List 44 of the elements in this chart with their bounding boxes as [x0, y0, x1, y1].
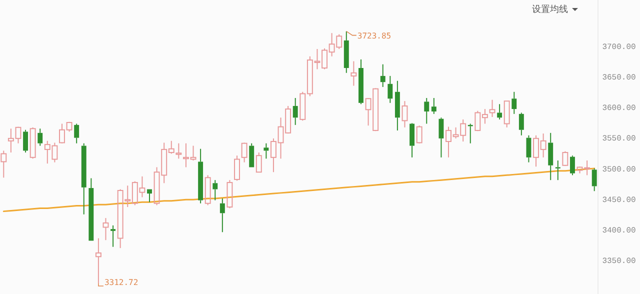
candlestick	[497, 104, 502, 120]
candlestick	[264, 142, 269, 160]
candlestick	[410, 124, 415, 158]
y-tick-label: 3350.00	[602, 257, 636, 266]
annotation: 3312.72	[104, 278, 138, 287]
candlestick	[344, 30, 349, 74]
y-tick-label: 3400.00	[602, 226, 636, 236]
candlestick	[95, 238, 102, 284]
candlestick	[81, 142, 86, 215]
candlestick	[380, 64, 386, 88]
y-tick-label: 3650.00	[602, 73, 636, 82]
candlestick	[424, 98, 430, 124]
candlestick	[88, 178, 94, 241]
candlestick	[102, 218, 109, 241]
candlestick	[198, 148, 204, 204]
candlestick	[555, 160, 560, 181]
candlestick	[241, 142, 248, 163]
candlestick	[504, 100, 510, 128]
candlestick	[489, 99, 496, 118]
candlestick	[38, 128, 43, 146]
y-tick-label: 3550.00	[602, 134, 636, 144]
y-tick-label: 3700.00	[602, 42, 636, 52]
annotation: 3723.85	[357, 31, 392, 40]
candlestick	[431, 98, 436, 114]
candlestick	[220, 198, 225, 233]
candlestick	[548, 132, 554, 181]
annotation: 设置均线	[532, 4, 568, 15]
candlestick	[512, 91, 517, 114]
y-tick-label: 3500.00	[602, 165, 636, 174]
candlestick	[526, 134, 532, 163]
candlestick	[438, 117, 444, 158]
candlestick	[147, 189, 152, 203]
candlestick	[394, 80, 400, 131]
candlestick	[110, 224, 116, 248]
candlestick	[249, 142, 254, 168]
candlestick	[388, 75, 393, 104]
candlestick	[402, 100, 408, 128]
candlestick	[212, 180, 218, 201]
y-tick-label: 3450.00	[602, 196, 636, 205]
y-tick-label: 3600.00	[602, 104, 636, 114]
candlestick	[292, 98, 298, 126]
candlestick	[74, 123, 80, 144]
candlestick	[350, 60, 357, 86]
candlestick	[518, 112, 524, 136]
